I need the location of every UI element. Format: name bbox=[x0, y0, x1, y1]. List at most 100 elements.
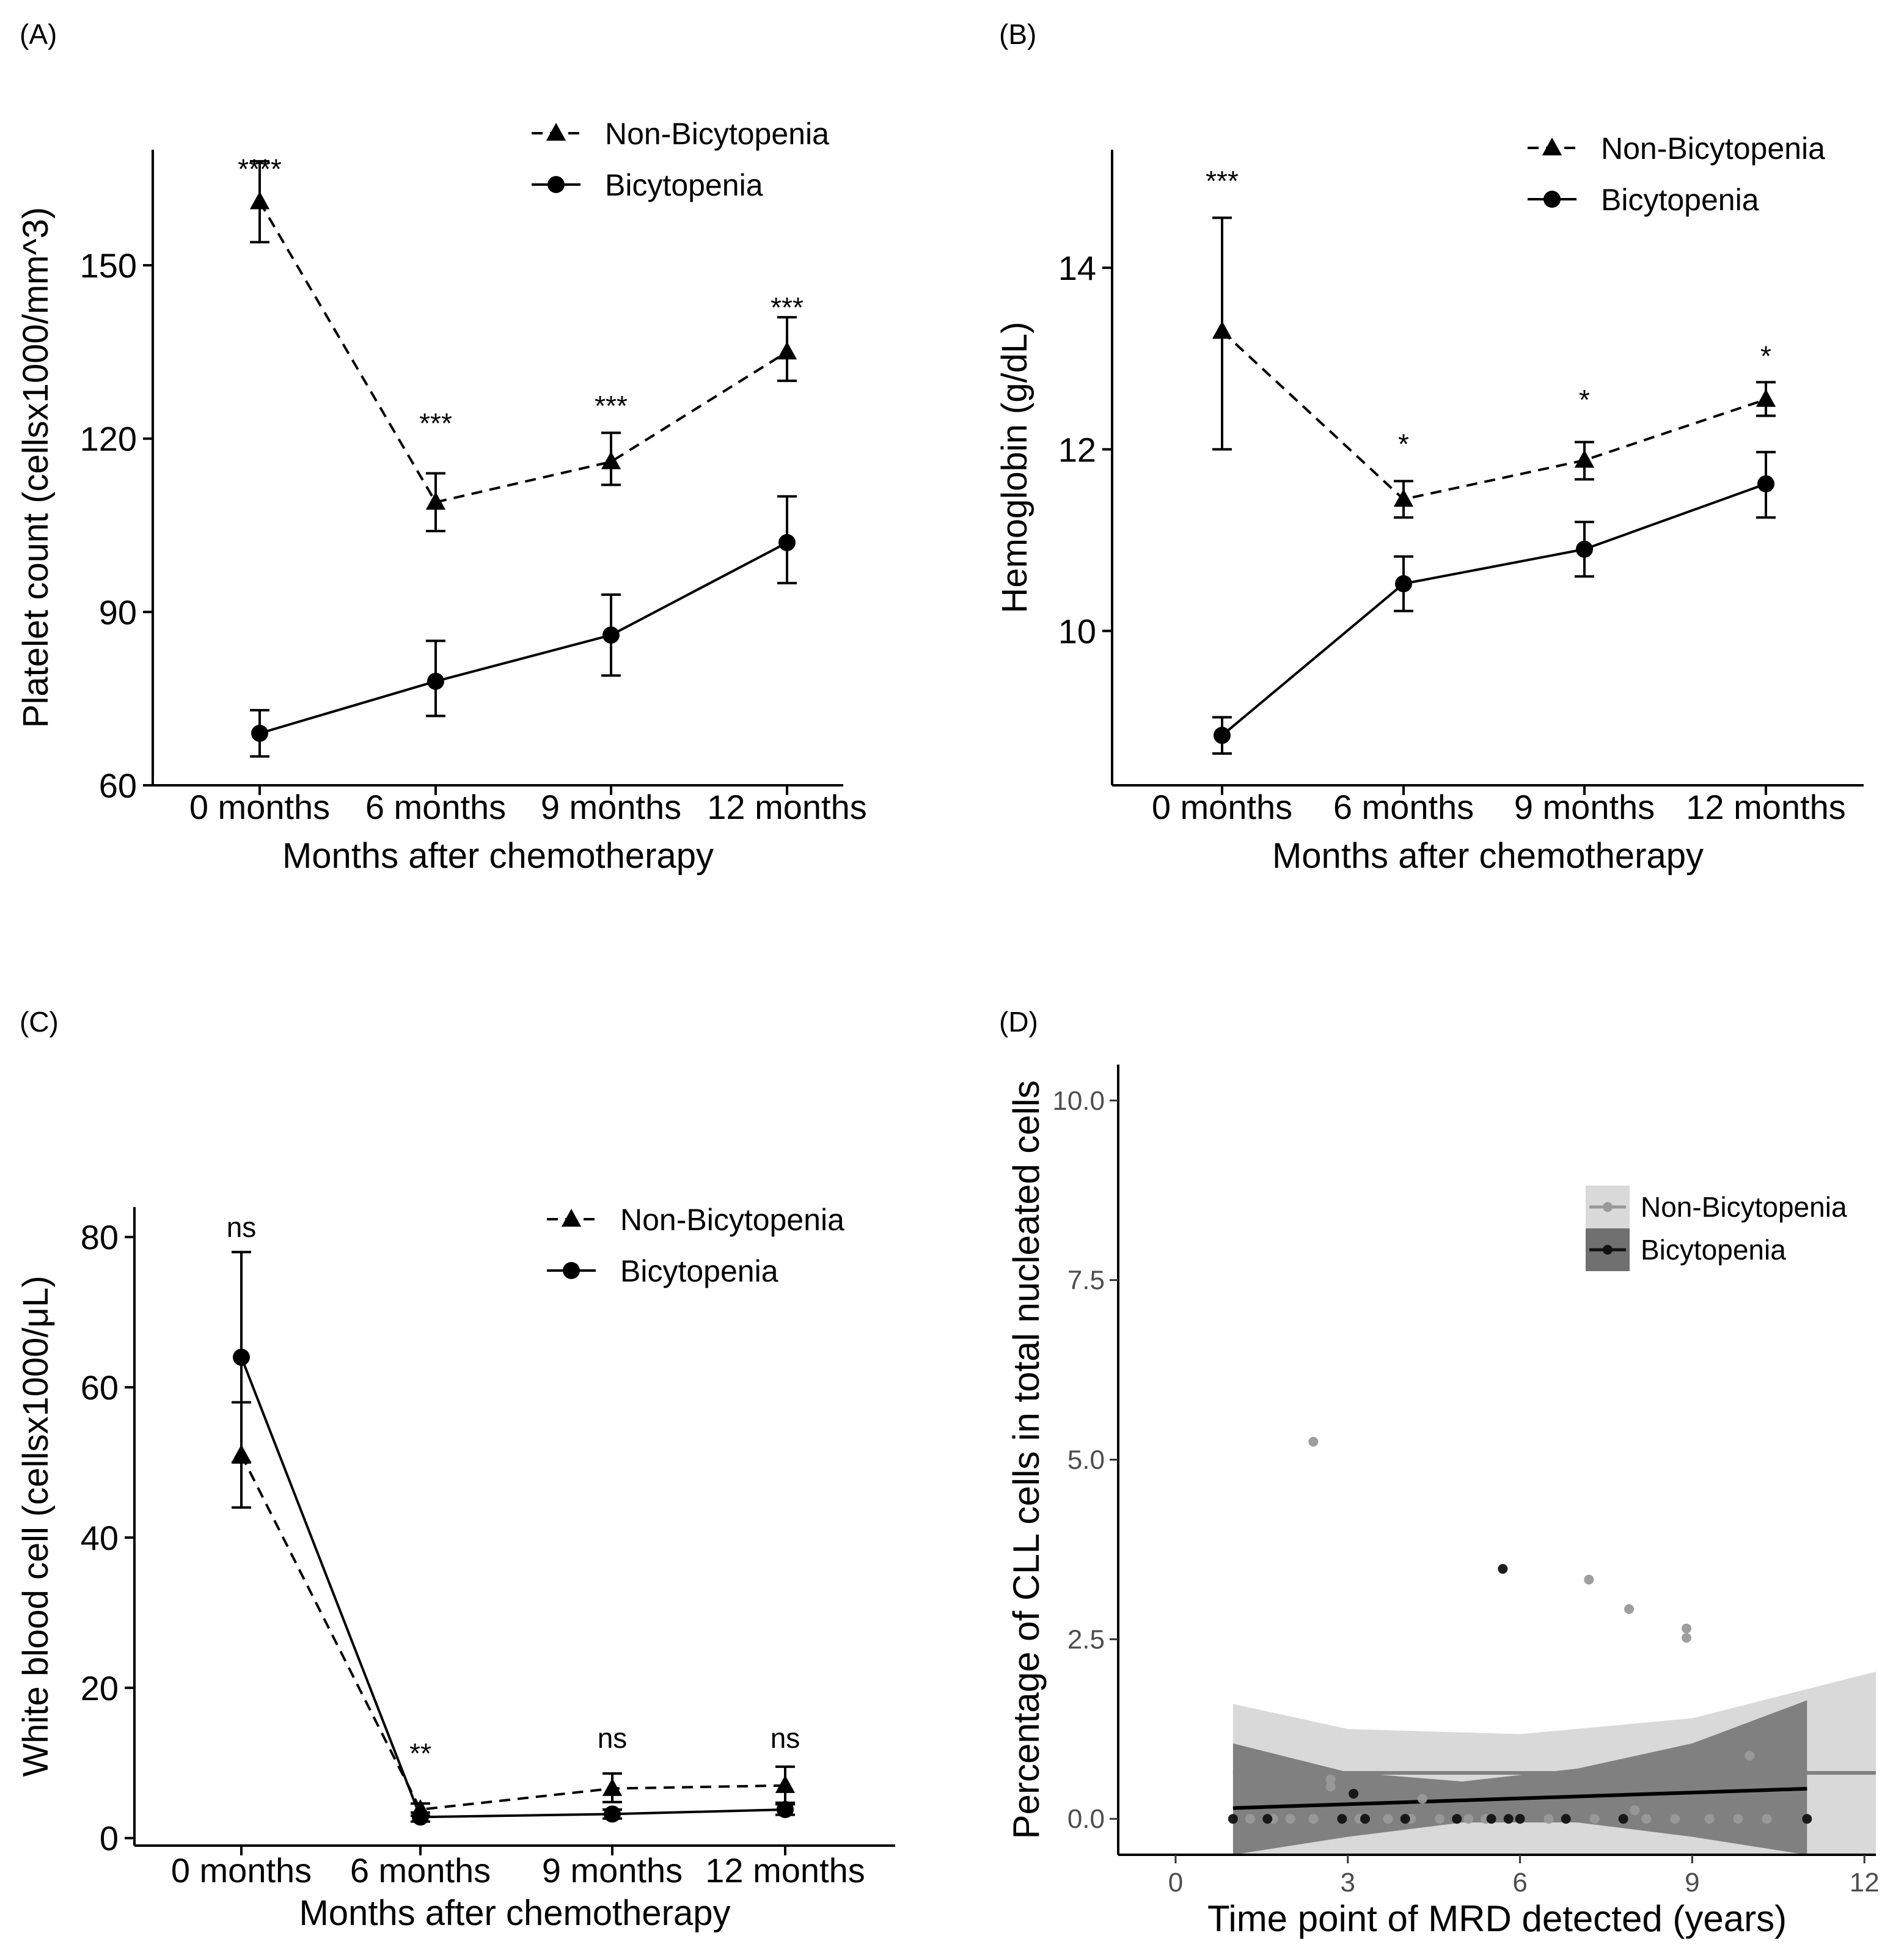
legend-label: Non-Bicytopenia bbox=[1641, 1191, 1847, 1223]
data-point-triangle bbox=[1574, 450, 1595, 468]
series-line bbox=[240, 1454, 786, 1811]
series-bicytopenia bbox=[1212, 450, 1776, 755]
x-tick-label: 12 bbox=[1850, 1868, 1880, 1898]
series-line bbox=[258, 201, 788, 504]
legend-key-triangle bbox=[561, 1209, 582, 1227]
series-bicytopenia bbox=[232, 1250, 795, 1826]
significance-label: *** bbox=[771, 292, 804, 323]
significance-label: * bbox=[1579, 384, 1590, 416]
legend-key-triangle bbox=[1542, 138, 1562, 156]
y-axis-title: Hemoglobin (g/dL) bbox=[995, 321, 1034, 613]
legend-label: Bicytopenia bbox=[1641, 1234, 1786, 1266]
data-point-circle bbox=[412, 1808, 429, 1826]
series-line bbox=[240, 1357, 786, 1819]
scatter-point-non-bicytopenia bbox=[1670, 1814, 1680, 1824]
data-point-circle bbox=[251, 724, 268, 742]
y-tick-label: 0 bbox=[100, 1819, 119, 1858]
scatter-point-non-bicytopenia bbox=[1641, 1814, 1652, 1824]
scatter-point-bicytopenia bbox=[1486, 1814, 1496, 1824]
legend-label: Non-Bicytopenia bbox=[1601, 131, 1825, 166]
scatter-point-non-bicytopenia bbox=[1417, 1794, 1427, 1804]
data-point-triangle bbox=[1393, 489, 1414, 507]
series-bicytopenia bbox=[250, 495, 797, 758]
scatter-point-bicytopenia bbox=[1802, 1814, 1812, 1824]
scatter-point-non-bicytopenia bbox=[1463, 1814, 1474, 1824]
data-point-triangle bbox=[249, 191, 270, 210]
scatter-point-bicytopenia bbox=[1360, 1814, 1370, 1824]
legend-label: Bicytopenia bbox=[1601, 183, 1759, 217]
significance-label: ** bbox=[409, 1737, 431, 1769]
scatter-point-non-bicytopenia bbox=[1624, 1604, 1635, 1614]
panel-0: (A) 60 90 120 150 0 months 6 months 9 months 12 … bbox=[16, 18, 867, 876]
scatter-point-non-bicytopenia bbox=[1584, 1574, 1594, 1585]
data-point-circle bbox=[1757, 475, 1774, 493]
legend-key-circle bbox=[547, 176, 565, 193]
scatter-point-non-bicytopenia bbox=[1630, 1805, 1640, 1816]
x-tick-label: 9 months bbox=[541, 788, 681, 826]
data-point-circle bbox=[1395, 575, 1412, 593]
panel-2: (C) 0 20 40 60 80 0 months 6 months 9 months 12 m… bbox=[16, 1006, 895, 1933]
panel-label: (B) bbox=[999, 18, 1036, 50]
x-tick-label: 6 bbox=[1512, 1868, 1527, 1898]
series-line bbox=[1221, 482, 1767, 736]
scatter-point-bicytopenia bbox=[1349, 1789, 1359, 1799]
significance-label: **** bbox=[238, 153, 282, 185]
y-tick-label: 40 bbox=[81, 1519, 119, 1557]
x-tick-label: 0 months bbox=[1152, 788, 1292, 826]
scatter-point-non-bicytopenia bbox=[1308, 1437, 1319, 1447]
data-point-circle bbox=[427, 672, 444, 690]
y-tick-label: 12 bbox=[1058, 430, 1096, 469]
legend-label: Non-Bicytopenia bbox=[605, 117, 829, 151]
scatter-point-bicytopenia bbox=[1503, 1814, 1514, 1824]
scatter-point-non-bicytopenia bbox=[1589, 1814, 1600, 1824]
x-tick-label: 6 months bbox=[1333, 788, 1474, 826]
legend: Non-Bicytopenia Bicytopenia bbox=[547, 1203, 844, 1288]
series-line bbox=[1221, 330, 1767, 501]
legend-label: Non-Bicytopenia bbox=[620, 1203, 844, 1237]
y-tick-label: 7.5 bbox=[1067, 1266, 1105, 1296]
y-tick-label: 60 bbox=[99, 766, 137, 805]
data-point-circle bbox=[1576, 540, 1593, 558]
confidence-band-bicytopenia bbox=[1232, 1700, 1807, 1855]
y-tick-label: 10 bbox=[1058, 612, 1096, 650]
scatter-point-non-bicytopenia bbox=[1325, 1781, 1336, 1792]
series-non-bicytopenia bbox=[1212, 216, 1776, 519]
legend-key-circle bbox=[563, 1262, 580, 1279]
series-non-bicytopenia bbox=[231, 1401, 796, 1817]
x-tick-label: 9 months bbox=[542, 1851, 683, 1890]
data-point-triangle bbox=[425, 491, 446, 510]
legend: Non-Bicytopenia Bicytopenia bbox=[1586, 1186, 1847, 1271]
scatter-point-non-bicytopenia bbox=[1762, 1814, 1772, 1824]
data-point-triangle bbox=[602, 1778, 623, 1796]
significance-label: *** bbox=[1206, 165, 1239, 197]
legend-label: Bicytopenia bbox=[605, 168, 763, 202]
legend: Non-Bicytopenia Bicytopenia bbox=[1528, 131, 1825, 217]
x-axis-title: Months after chemotherapy bbox=[1272, 836, 1704, 876]
scatter-point-non-bicytopenia bbox=[1543, 1814, 1554, 1824]
data-point-circle bbox=[604, 1805, 621, 1823]
scatter-point-bicytopenia bbox=[1498, 1564, 1508, 1574]
x-axis-title: Time point of MRD detected (years) bbox=[1207, 1898, 1787, 1939]
scatter-point-bicytopenia bbox=[1337, 1814, 1347, 1824]
legend-key-point bbox=[1603, 1202, 1613, 1212]
scatter-point-non-bicytopenia bbox=[1435, 1814, 1445, 1824]
y-tick-label: 80 bbox=[81, 1218, 119, 1256]
series-line bbox=[259, 541, 788, 735]
scatter-point-bicytopenia bbox=[1515, 1814, 1525, 1824]
data-point-triangle bbox=[601, 451, 621, 469]
y-tick-label: 2.5 bbox=[1067, 1624, 1105, 1654]
panel-1: (B) 10 12 14 0 months 6 months 9 months 12 mont… bbox=[995, 18, 1864, 876]
scatter-point-non-bicytopenia bbox=[1308, 1814, 1319, 1824]
y-tick-label: 60 bbox=[81, 1368, 119, 1407]
scatter-point-bicytopenia bbox=[1400, 1814, 1410, 1824]
significance-label: *** bbox=[595, 390, 628, 422]
y-tick-label: 20 bbox=[81, 1669, 119, 1707]
scatter-point-bicytopenia bbox=[1452, 1814, 1462, 1824]
x-tick-label: 9 months bbox=[1514, 788, 1655, 826]
significance-label: * bbox=[1398, 428, 1409, 460]
y-axis-title: Percentage of CLL cells in total nucleat… bbox=[1006, 1080, 1047, 1839]
significance-label: * bbox=[1760, 340, 1771, 372]
data-point-triangle bbox=[777, 341, 797, 360]
significance-label: ns bbox=[227, 1211, 257, 1243]
